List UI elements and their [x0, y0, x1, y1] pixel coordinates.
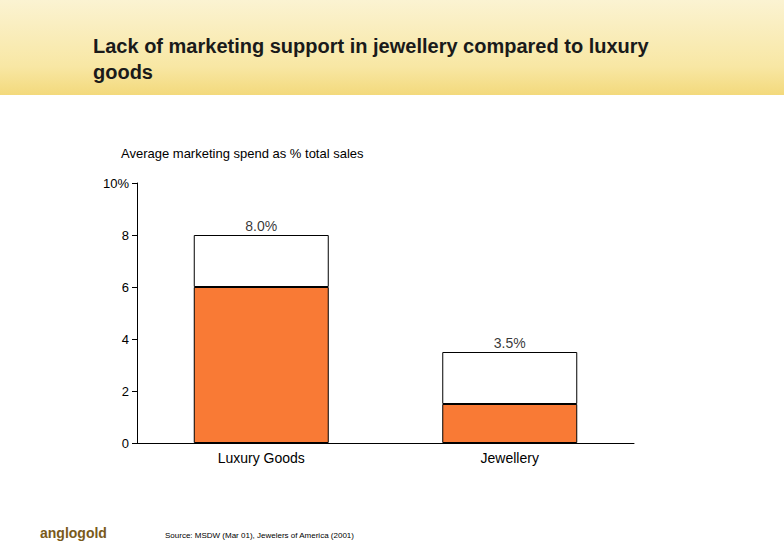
svg-text:Jewellery: Jewellery [481, 450, 539, 466]
svg-text:Source: MSDW (Mar 01), Jeweler: Source: MSDW (Mar 01), Jewelers of Ameri… [165, 531, 354, 540]
svg-text:anglogold: anglogold [40, 525, 107, 541]
svg-text:Luxury Goods: Luxury Goods [218, 450, 305, 466]
svg-text:Lack of marketing support in j: Lack of marketing support in jewellery c… [93, 35, 654, 57]
svg-text:6: 6 [122, 280, 129, 295]
svg-text:goods: goods [93, 61, 153, 83]
svg-text:0: 0 [122, 436, 129, 451]
svg-text:2: 2 [122, 384, 129, 399]
svg-text:8: 8 [122, 228, 129, 243]
svg-text:8.0%: 8.0% [245, 218, 277, 234]
svg-text:Average marketing spend as % t: Average marketing spend as % total sales [121, 146, 364, 161]
svg-text:10%: 10% [103, 176, 129, 191]
svg-text:3.5%: 3.5% [494, 335, 526, 351]
svg-text:4: 4 [122, 332, 129, 347]
